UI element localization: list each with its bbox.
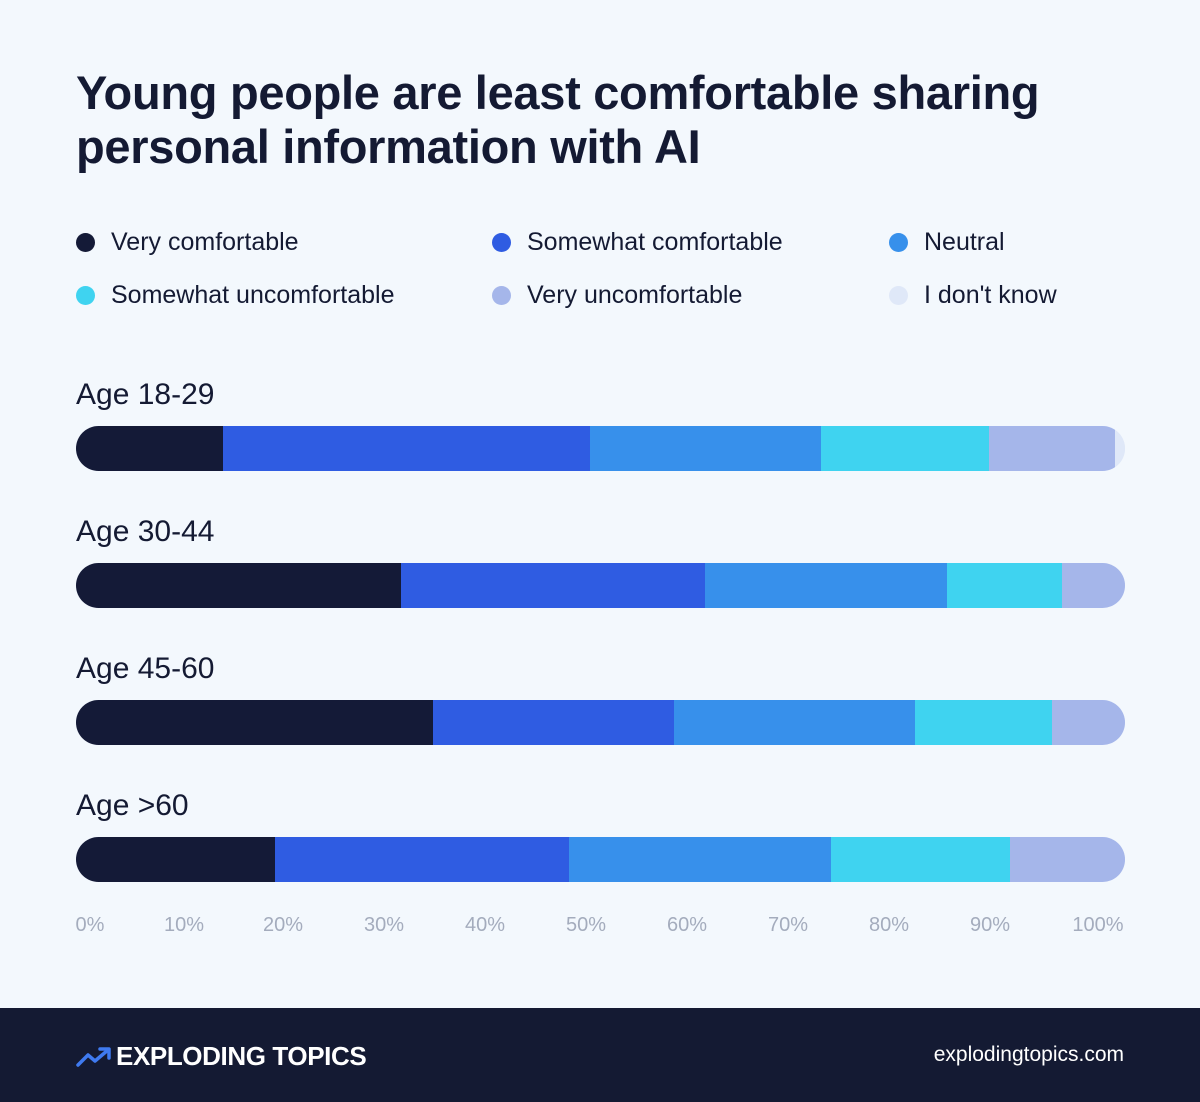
legend-label: I don't know	[924, 281, 1057, 309]
legend-item-dont-know: I don't know	[889, 281, 1057, 310]
bar-segment-somewhat-uncomfortable	[831, 837, 1010, 882]
x-tick-label: 20%	[262, 914, 304, 936]
bar-segment-somewhat-comfortable	[432, 700, 674, 745]
bar-segment-very-uncomfortable	[1051, 700, 1125, 745]
bar-segment-somewhat-comfortable	[275, 837, 570, 882]
x-tick-label: 50%	[565, 914, 607, 936]
bar-segment-neutral	[673, 700, 916, 745]
brand-logo[interactable]: EXPLODING TOPICS	[76, 1041, 367, 1072]
legend-swatch	[492, 233, 511, 252]
legend-swatch	[76, 286, 95, 305]
stacked-bar-age-30-44	[76, 563, 1125, 608]
bar-segment-i-don-t-know	[1114, 426, 1125, 471]
brand-name: EXPLODING TOPICS	[116, 1041, 367, 1071]
legend-item-neutral: Neutral	[889, 228, 1005, 257]
bar-segment-somewhat-uncomfortable	[915, 700, 1052, 745]
legend-item-very-comfortable: Very comfortable	[76, 228, 299, 257]
legend-label: Very comfortable	[111, 228, 299, 256]
bar-segment-somewhat-uncomfortable	[946, 563, 1063, 608]
bar-segment-somewhat-comfortable	[222, 426, 590, 471]
legend-label: Somewhat comfortable	[527, 228, 783, 256]
bar-segment-neutral	[705, 563, 947, 608]
legend-swatch	[889, 233, 908, 252]
x-tick-label: 100%	[1072, 914, 1124, 936]
footer-bar: EXPLODING TOPICS explodingtopics.com	[0, 1008, 1200, 1102]
x-tick-label: 10%	[163, 914, 205, 936]
legend-item-somewhat-uncomfortable: Somewhat uncomfortable	[76, 281, 394, 310]
bar-segment-very-comfortable	[76, 426, 223, 471]
x-tick-label: 0%	[75, 914, 105, 936]
bar-segment-very-uncomfortable	[1062, 563, 1125, 608]
stacked-bar-age-18-29	[76, 426, 1125, 471]
trend-arrow-icon	[76, 1046, 111, 1067]
x-tick-label: 80%	[868, 914, 910, 936]
bar-segment-very-comfortable	[76, 700, 433, 745]
stacked-bar-age-over-60	[76, 837, 1125, 882]
x-tick-label: 60%	[666, 914, 708, 936]
bar-segment-very-comfortable	[76, 837, 276, 882]
bar-segment-somewhat-uncomfortable	[820, 426, 989, 471]
bar-segment-very-uncomfortable	[1009, 837, 1125, 882]
legend-label: Somewhat uncomfortable	[111, 281, 395, 309]
x-tick-label: 70%	[767, 914, 809, 936]
x-tick-label: 30%	[363, 914, 405, 936]
bar-segment-very-uncomfortable	[988, 426, 1115, 471]
category-label: Age 18-29	[76, 378, 215, 411]
category-label: Age 30-44	[76, 515, 215, 548]
legend-label: Very uncomfortable	[527, 281, 743, 309]
category-label: Age 45-60	[76, 652, 215, 685]
bar-segment-somewhat-comfortable	[401, 563, 706, 608]
category-label: Age >60	[76, 789, 189, 822]
stacked-bar-age-45-60	[76, 700, 1125, 745]
x-tick-label: 40%	[464, 914, 506, 936]
legend-swatch	[889, 286, 908, 305]
bar-segment-neutral	[590, 426, 821, 471]
bar-segment-neutral	[569, 837, 832, 882]
legend-swatch	[492, 286, 511, 305]
x-tick-label: 90%	[969, 914, 1011, 936]
site-url-link[interactable]: explodingtopics.com	[933, 1043, 1124, 1066]
legend-item-very-uncomfortable: Very uncomfortable	[492, 281, 742, 310]
chart-title: Young people are least comfortable shari…	[76, 66, 1040, 173]
legend-item-somewhat-comfortable: Somewhat comfortable	[492, 228, 783, 257]
legend-swatch	[76, 233, 95, 252]
bar-segment-very-comfortable	[76, 563, 402, 608]
legend-label: Neutral	[924, 228, 1005, 256]
